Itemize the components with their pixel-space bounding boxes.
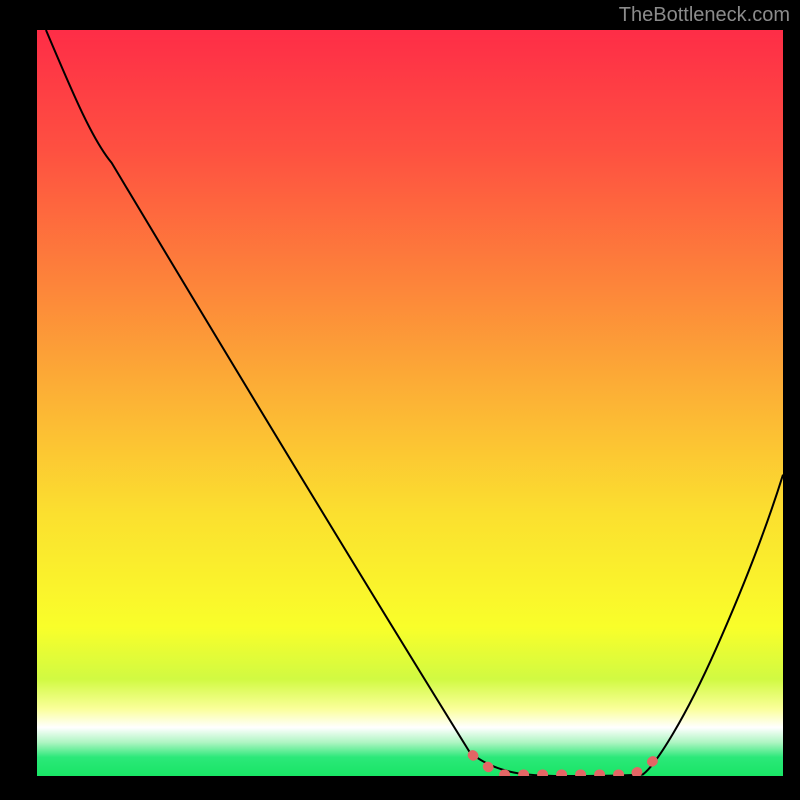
plot-area [37,30,783,776]
plot-svg [37,30,783,776]
gradient-background [37,30,783,776]
page-root: TheBottleneck.com [0,0,800,800]
watermark-text: TheBottleneck.com [619,4,790,27]
